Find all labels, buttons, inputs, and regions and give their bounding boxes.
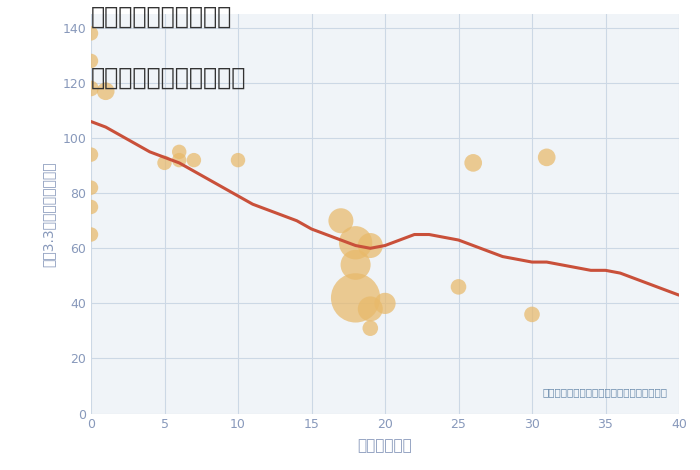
Point [232, 157, 244, 164]
Text: 愛知県岡崎市連尺通の: 愛知県岡崎市連尺通の [91, 5, 232, 29]
Point [85, 203, 97, 211]
Text: 円の大きさは、取引のあった物件面積を示す: 円の大きさは、取引のあった物件面積を示す [542, 388, 667, 398]
Point [85, 184, 97, 191]
Point [85, 231, 97, 238]
Point [159, 159, 170, 167]
Point [85, 151, 97, 158]
Point [100, 87, 111, 95]
Point [541, 154, 552, 161]
Point [526, 311, 538, 318]
Point [85, 85, 97, 92]
Point [365, 305, 376, 313]
Point [85, 57, 97, 65]
Point [350, 261, 361, 268]
Point [350, 294, 361, 302]
Point [174, 157, 185, 164]
Text: 築年数別中古戸建て価格: 築年数別中古戸建て価格 [91, 66, 246, 90]
Point [379, 300, 391, 307]
Point [174, 148, 185, 156]
X-axis label: 築年数（年）: 築年数（年） [358, 439, 412, 454]
Point [468, 159, 479, 167]
Point [453, 283, 464, 290]
Point [365, 242, 376, 249]
Point [350, 239, 361, 247]
Point [365, 324, 376, 332]
Point [85, 30, 97, 37]
Point [188, 157, 199, 164]
Y-axis label: 坪（3.3㎡）単価（万円）: 坪（3.3㎡）単価（万円） [41, 161, 55, 266]
Point [335, 217, 346, 225]
